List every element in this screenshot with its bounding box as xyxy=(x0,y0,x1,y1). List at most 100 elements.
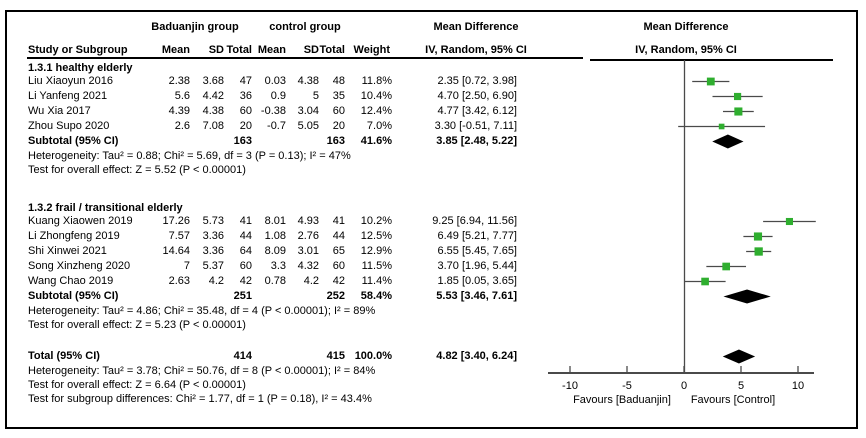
heterogeneity-text: Heterogeneity: Tau² = 0.88; Chi² = 5.69,… xyxy=(28,150,351,162)
cell-weight: 11.4% xyxy=(361,275,392,287)
cell-total1: 36 xyxy=(239,90,252,102)
mean2-header: Mean xyxy=(257,44,286,56)
cell-sd1: 3.68 xyxy=(202,75,224,87)
cell-mean2: 3.3 xyxy=(270,260,286,272)
cell-sd1: 7.08 xyxy=(202,120,224,132)
study-name: Song Xinzheng 2020 xyxy=(28,260,131,272)
effect-marker xyxy=(718,123,725,130)
sd1-header: SD xyxy=(208,44,224,56)
cell-sd2: 4.38 xyxy=(297,75,319,87)
cell-mean2: 0.78 xyxy=(264,275,286,287)
axis-tick-label: -5 xyxy=(622,380,632,392)
cell-sd2: 4.32 xyxy=(297,260,319,272)
cell-total2: 48 xyxy=(332,75,345,87)
cell-sd1: 4.42 xyxy=(202,90,224,102)
cell-ci-text: 4.77 [3.42, 6.12] xyxy=(437,105,517,117)
cell-total1: 20 xyxy=(239,120,252,132)
cell-total2: 35 xyxy=(332,90,345,102)
study-name: Li Zhongfeng 2019 xyxy=(28,230,120,242)
sd2-header: SD xyxy=(303,44,319,56)
plot-header-underline xyxy=(590,59,833,61)
cell-mean1: 7.57 xyxy=(168,230,190,242)
cell-ci-text: 3.30 [-0.51, 7.11] xyxy=(434,120,517,132)
cell-total2: 415 xyxy=(326,350,345,362)
total2-header: Total xyxy=(319,44,345,56)
cell-ci-text: 3.85 [2.48, 5.22] xyxy=(436,135,517,147)
axis-tick-label: -10 xyxy=(562,380,578,392)
cell-ci-text: 4.70 [2.50, 6.90] xyxy=(437,90,517,102)
cell-sd1: 5.73 xyxy=(202,215,224,227)
summary-label: Subtotal (95% CI) xyxy=(28,290,119,302)
effect-marker xyxy=(754,247,763,256)
cell-mean1: 5.6 xyxy=(174,90,190,102)
cell-total2: 163 xyxy=(326,135,345,147)
cell-ci-text: 2.35 [0.72, 3.98] xyxy=(437,75,517,87)
cell-total1: 251 xyxy=(233,290,252,302)
cell-sd2: 3.01 xyxy=(297,245,319,257)
group2-header: control group xyxy=(269,21,341,33)
md-header-left: Mean Difference xyxy=(433,21,519,33)
cell-total2: 20 xyxy=(332,120,345,132)
cell-sd1: 3.36 xyxy=(202,245,224,257)
cell-mean2: 8.09 xyxy=(264,245,286,257)
cell-mean2: -0.7 xyxy=(267,120,286,132)
cell-mean2: 0.03 xyxy=(264,75,286,87)
cell-weight: 10.2% xyxy=(360,215,392,227)
summary-label: Subtotal (95% CI) xyxy=(28,135,119,147)
cell-sd1: 3.36 xyxy=(202,230,224,242)
heterogeneity-text: Heterogeneity: Tau² = 4.86; Chi² = 35.48… xyxy=(28,305,376,317)
cell-weight: 41.6% xyxy=(360,135,392,147)
cell-sd2: 5 xyxy=(312,90,319,102)
cell-sd2: 4.2 xyxy=(303,275,319,287)
cell-mean1: 17.26 xyxy=(162,215,190,227)
cell-total2: 60 xyxy=(332,260,345,272)
total-heterogeneity-text: Heterogeneity: Tau² = 3.78; Chi² = 50.76… xyxy=(28,365,376,377)
cell-mean2: 0.9 xyxy=(270,90,286,102)
total-overall-effect-text: Test for overall effect: Z = 6.64 (P < 0… xyxy=(28,379,246,391)
md-header-plot: Mean Difference xyxy=(643,21,729,33)
cell-mean1: 2.6 xyxy=(174,120,190,132)
md-sub-header-plot: IV, Random, 95% CI xyxy=(635,44,737,56)
effect-marker xyxy=(734,107,743,116)
cell-sd2: 2.76 xyxy=(297,230,319,242)
study-name: Li Yanfeng 2021 xyxy=(28,90,108,102)
cell-total1: 60 xyxy=(239,260,252,272)
cell-mean1: 7 xyxy=(183,260,190,272)
cell-ci-text: 3.70 [1.96, 5.44] xyxy=(437,260,517,272)
axis-tick-label: 5 xyxy=(738,380,744,392)
cell-sd2: 5.05 xyxy=(297,120,319,132)
subgroup-label: 1.3.2 frail / transitional elderly xyxy=(28,202,183,214)
cell-mean1: 2.63 xyxy=(168,275,190,287)
cell-weight: 12.9% xyxy=(360,245,392,257)
table-header-underline xyxy=(27,57,583,59)
overall-effect-text: Test for overall effect: Z = 5.23 (P < 0… xyxy=(28,319,246,331)
overall-effect-text: Test for overall effect: Z = 5.52 (P < 0… xyxy=(28,164,246,176)
cell-total2: 44 xyxy=(332,230,345,242)
mean1-header: Mean xyxy=(161,44,190,56)
cell-weight: 10.4% xyxy=(360,90,392,102)
group1-header: Baduanjin group xyxy=(151,21,239,33)
cell-mean1: 14.64 xyxy=(162,245,190,257)
favours-right-label: Favours [Control] xyxy=(691,394,775,406)
cell-total2: 252 xyxy=(326,290,345,302)
effect-marker xyxy=(733,92,742,101)
cell-total1: 60 xyxy=(239,105,252,117)
cell-sd2: 3.04 xyxy=(297,105,319,117)
summary-label: Total (95% CI) xyxy=(28,350,100,362)
subtotal-diamond xyxy=(712,134,744,149)
cell-total2: 60 xyxy=(332,105,345,117)
cell-total1: 42 xyxy=(239,275,252,287)
cell-mean2: -0.38 xyxy=(260,105,286,117)
cell-sd1: 4.38 xyxy=(202,105,224,117)
subtotal-diamond xyxy=(723,289,771,304)
cell-mean2: 8.01 xyxy=(264,215,286,227)
cell-weight: 7.0% xyxy=(366,120,392,132)
cell-ci-text: 4.82 [3.40, 6.24] xyxy=(436,350,517,362)
cell-weight: 11.5% xyxy=(361,260,392,272)
cell-sd1: 5.37 xyxy=(202,260,224,272)
cell-mean1: 4.39 xyxy=(168,105,190,117)
subgroup-differences-text: Test for subgroup differences: Chi² = 1.… xyxy=(28,393,372,405)
cell-ci-text: 1.85 [0.05, 3.65] xyxy=(437,275,517,287)
